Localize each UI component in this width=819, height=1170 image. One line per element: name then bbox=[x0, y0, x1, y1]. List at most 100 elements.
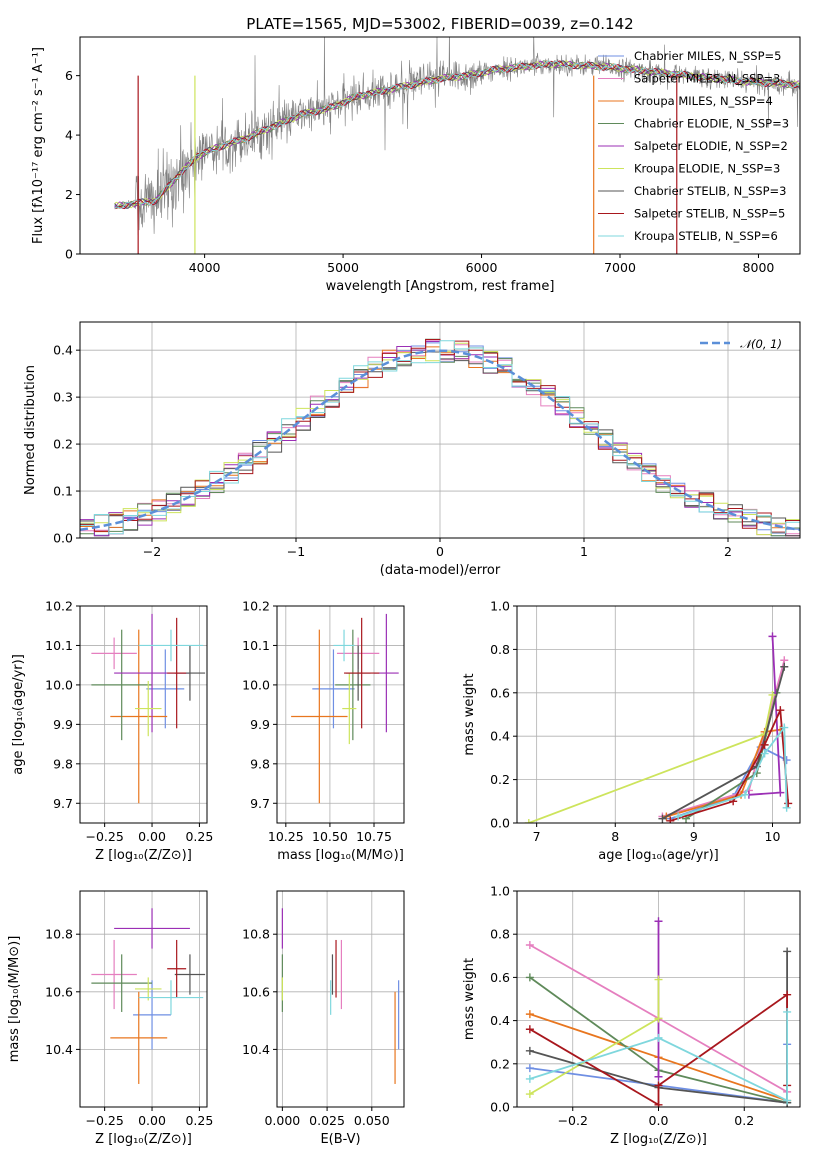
plus-marker bbox=[783, 990, 792, 999]
mass-weight-line bbox=[677, 724, 788, 818]
model-spectrum-line bbox=[114, 60, 800, 210]
y-tick-label: 10.8 bbox=[45, 927, 73, 942]
errorbar-point bbox=[291, 629, 348, 804]
mass-weight-line bbox=[529, 1012, 788, 1102]
plus-marker bbox=[525, 973, 534, 982]
y-tick-label: 0 bbox=[65, 247, 73, 262]
plus-marker bbox=[525, 1074, 534, 1083]
axes-frame bbox=[516, 890, 801, 1108]
gaussian-curve bbox=[80, 349, 800, 532]
plot-area bbox=[80, 338, 800, 537]
plus-marker bbox=[525, 1025, 534, 1034]
x-tick-label: 0.025 bbox=[309, 1113, 345, 1128]
x-axis-label: E(B-V) bbox=[320, 1132, 360, 1147]
errorbar-point bbox=[134, 680, 162, 737]
plus-marker bbox=[780, 662, 789, 671]
panel-mass-weight-vs-Z: −0.2 0.0 0.2 0.0 0.2 0.4 0.6 0.8 1.0 Z [log₁₀(Z/Z… bbox=[462, 884, 801, 1147]
plus-marker bbox=[654, 1100, 663, 1107]
panel-mass-vs-Z: −0.25 0.00 0.25 10.4 10.6 10.8 Z [log₁₀(Z/Z⊙)]… bbox=[7, 890, 213, 1147]
x-axis-label: mass [log₁₀(M/M⊙)] bbox=[277, 848, 404, 863]
errorbar-point bbox=[91, 637, 137, 670]
x-axis-label: Z [log₁₀(Z/Z⊙)] bbox=[610, 1132, 707, 1147]
legend-entry: Chabrier MILES, N_SSP=5 bbox=[634, 49, 781, 63]
plot-area bbox=[291, 613, 399, 804]
panel-spectrum: 4000 5000 6000 7000 8000 0 2 4 6 wavelength [Angs… bbox=[31, 36, 801, 294]
y-tick-label: 9.8 bbox=[250, 756, 270, 771]
panel-age-vs-Z: −0.25 0.00 0.25 9.7 9.8 9.9 10.0 10.1 10.2 Z [log… bbox=[11, 599, 213, 864]
y-tick-label: 0.4 bbox=[490, 1013, 510, 1028]
plus-marker bbox=[654, 917, 663, 926]
y-tick-label: 0.2 bbox=[490, 772, 510, 787]
y-tick-label: 10.4 bbox=[242, 1042, 270, 1057]
x-tick-label: 6000 bbox=[466, 260, 498, 275]
plus-marker bbox=[768, 632, 777, 641]
errorbar-point bbox=[138, 980, 204, 1015]
plus-marker bbox=[783, 947, 792, 956]
x-tick-label: 2 bbox=[724, 544, 732, 559]
legend-entry: Kroupa ELODIE, N_SSP=3 bbox=[634, 162, 780, 176]
y-tick-label: 10.1 bbox=[242, 638, 270, 653]
errorbar-point bbox=[344, 617, 380, 729]
x-tick-label: 10 bbox=[765, 829, 781, 844]
plus-marker bbox=[740, 790, 749, 799]
plus-marker bbox=[780, 723, 789, 732]
figure-title: PLATE=1565, MJD=53002, FIBERID=0039, z=0… bbox=[246, 15, 633, 33]
plot-area bbox=[524, 632, 793, 823]
x-tick-label: −2 bbox=[143, 544, 161, 559]
x-tick-label: 4000 bbox=[189, 260, 221, 275]
axes-frame bbox=[79, 36, 801, 255]
y-axis-label: mass weight bbox=[462, 673, 477, 755]
y-tick-label: 9.9 bbox=[250, 717, 270, 732]
plus-marker bbox=[654, 1033, 663, 1042]
plus-marker bbox=[658, 814, 667, 823]
plus-marker bbox=[525, 1046, 534, 1055]
plus-marker bbox=[760, 740, 769, 749]
x-tick-label: −0.25 bbox=[85, 1113, 123, 1128]
y-tick-label: 9.8 bbox=[53, 756, 73, 771]
y-tick-label: 0.3 bbox=[53, 390, 73, 405]
legend-entry: Kroupa STELIB, N_SSP=6 bbox=[634, 229, 778, 243]
plus-marker bbox=[654, 1014, 663, 1023]
x-tick-label: 5000 bbox=[327, 260, 359, 275]
errorbar-point bbox=[91, 629, 153, 741]
x-tick-label: 0.050 bbox=[354, 1113, 390, 1128]
errorbar-point bbox=[91, 939, 137, 1010]
plus-marker bbox=[782, 803, 791, 812]
plus-marker bbox=[768, 690, 777, 699]
plus-marker bbox=[776, 788, 785, 797]
plus-marker bbox=[783, 1007, 792, 1016]
y-tick-label: 0.6 bbox=[490, 685, 510, 700]
model-spectrum-line bbox=[114, 60, 800, 209]
y-tick-label: 10.0 bbox=[45, 677, 73, 692]
y-tick-label: 10.2 bbox=[242, 599, 270, 614]
errorbar-point bbox=[114, 908, 190, 949]
y-tick-label: 0.4 bbox=[490, 729, 510, 744]
errorbar-point bbox=[91, 954, 153, 1012]
errorbar-point bbox=[110, 629, 168, 804]
y-tick-label: 0.2 bbox=[490, 1056, 510, 1071]
x-tick-label: 10.25 bbox=[268, 829, 304, 844]
y-tick-label: 10.0 bbox=[242, 677, 270, 692]
y-tick-label: 4 bbox=[65, 128, 73, 143]
errorbar-point bbox=[138, 629, 204, 662]
x-tick-label: 0.000 bbox=[264, 1113, 300, 1128]
plus-marker bbox=[783, 1096, 792, 1105]
x-tick-label: 0.2 bbox=[734, 1113, 754, 1128]
x-axis-label: (data-model)/error bbox=[380, 563, 501, 578]
y-tick-label: 10.8 bbox=[242, 927, 270, 942]
plus-marker bbox=[654, 975, 663, 984]
x-tick-label: 10.75 bbox=[356, 829, 392, 844]
y-tick-label: 0.2 bbox=[53, 437, 73, 452]
x-axis-label: age [log₁₀(age/yr)] bbox=[598, 848, 719, 863]
y-tick-label: 1.0 bbox=[490, 599, 510, 614]
x-axis-label: Z [log₁₀(Z/Z⊙)] bbox=[95, 848, 192, 863]
x-axis-label: Z [log₁₀(Z/Z⊙)] bbox=[95, 1132, 192, 1147]
y-tick-label: 9.7 bbox=[53, 796, 73, 811]
y-tick-label: 9.9 bbox=[53, 717, 73, 732]
x-tick-label: 0 bbox=[436, 544, 444, 559]
axes-frame bbox=[276, 605, 405, 824]
y-tick-label: 10.6 bbox=[45, 984, 73, 999]
panel-residuals: −2 −1 0 1 2 0.0 0.1 0.2 0.3 0.4 (data-model)/error… bbox=[23, 321, 801, 578]
y-tick-label: 0.0 bbox=[490, 816, 510, 831]
